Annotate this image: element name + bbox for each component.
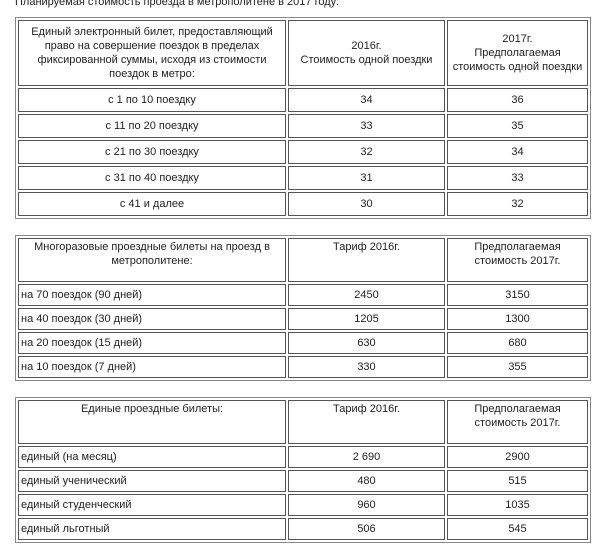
price-cell: 506: [288, 518, 445, 540]
price-cell: 33: [288, 114, 445, 138]
row-label: на 40 поездок (30 дней): [18, 308, 286, 330]
column-header: Единые проездные билеты:: [18, 400, 286, 444]
row-label: на 10 поездок (7 дней): [18, 356, 286, 378]
row-label: с 41 и далее: [18, 192, 286, 216]
price-cell: 3150: [447, 284, 588, 306]
price-cell: 630: [288, 332, 445, 354]
table-row: единый (на месяц) 2 690 2900: [18, 446, 588, 468]
price-cell: 32: [288, 140, 445, 164]
price-cell: 515: [447, 470, 588, 492]
row-label: на 20 поездок (15 дней): [18, 332, 286, 354]
column-header: Предполагаемая стоимость 2017г.: [447, 238, 588, 282]
price-cell: 2 690: [288, 446, 445, 468]
price-cell: 2450: [288, 284, 445, 306]
table-row: на 10 поездок (7 дней) 330 355: [18, 356, 588, 378]
header-row: Единый электронный билет, предоставляющи…: [18, 20, 588, 86]
price-cell: 1205: [288, 308, 445, 330]
table-row: с 21 по 30 поездку 32 34: [18, 140, 588, 164]
price-cell: 31: [288, 166, 445, 190]
column-header: Предполагаемая стоимость 2017г.: [447, 400, 588, 444]
table-row: на 40 поездок (30 дней) 1205 1300: [18, 308, 588, 330]
header-row: Многоразовые проездные билеты на проезд …: [18, 238, 588, 282]
unified-pass-table: Единые проездные билеты: Тариф 2016г. Пред…: [15, 397, 591, 543]
price-cell: 330: [288, 356, 445, 378]
row-label: единый ученический: [18, 470, 286, 492]
table-row: единый ученический 480 515: [18, 470, 588, 492]
price-cell: 480: [288, 470, 445, 492]
table-row: единый студенческий 960 1035: [18, 494, 588, 516]
price-cell: 1035: [447, 494, 588, 516]
column-header: Многоразовые проездные билеты на проезд …: [18, 238, 286, 282]
table-row: на 70 поездок (90 дней) 2450 3150: [18, 284, 588, 306]
row-label: единый студенческий: [18, 494, 286, 516]
price-cell: 680: [447, 332, 588, 354]
row-label: с 1 по 10 поездку: [18, 88, 286, 112]
row-label: с 11 по 20 поездку: [18, 114, 286, 138]
table-row: с 31 по 40 поездку 31 33: [18, 166, 588, 190]
price-cell: 34: [288, 88, 445, 112]
price-cell: 355: [447, 356, 588, 378]
price-cell: 960: [288, 494, 445, 516]
price-cell: 2900: [447, 446, 588, 468]
row-label: единый (на месяц): [18, 446, 286, 468]
price-cell: 35: [447, 114, 588, 138]
table-row: с 1 по 10 поездку 34 36: [18, 88, 588, 112]
table-row: с 11 по 20 поездку 33 35: [18, 114, 588, 138]
column-header: 2016г. Стоимость одной поездки: [288, 20, 445, 86]
row-label: с 21 по 30 поездку: [18, 140, 286, 164]
price-cell: 32: [447, 192, 588, 216]
single-ticket-table: Единый электронный билет, предоставляющи…: [15, 17, 591, 219]
price-cell: 36: [447, 88, 588, 112]
column-header: Тариф 2016г.: [288, 400, 445, 444]
price-cell: 34: [447, 140, 588, 164]
row-label: с 31 по 40 поездку: [18, 166, 286, 190]
table-row: единый льготный 506 545: [18, 518, 588, 540]
price-cell: 1300: [447, 308, 588, 330]
table-row: с 41 и далее 30 32: [18, 192, 588, 216]
header-row: Единые проездные билеты: Тариф 2016г. Пред…: [18, 400, 588, 444]
column-header: Единый электронный билет, предоставляющи…: [18, 20, 286, 86]
price-cell: 30: [288, 192, 445, 216]
row-label: единый льготный: [18, 518, 286, 540]
multi-trip-ticket-table: Многоразовые проездные билеты на проезд …: [15, 235, 591, 381]
price-cell: 33: [447, 166, 588, 190]
table-row: на 20 поездок (15 дней) 630 680: [18, 332, 588, 354]
row-label: на 70 поездок (90 дней): [18, 284, 286, 306]
intro-text: Планируемая стоимость проезда в метропол…: [15, 0, 340, 8]
column-header: Тариф 2016г.: [288, 238, 445, 282]
price-cell: 545: [447, 518, 588, 540]
column-header: 2017г. Предполагаемая стоимость одной по…: [447, 20, 588, 86]
